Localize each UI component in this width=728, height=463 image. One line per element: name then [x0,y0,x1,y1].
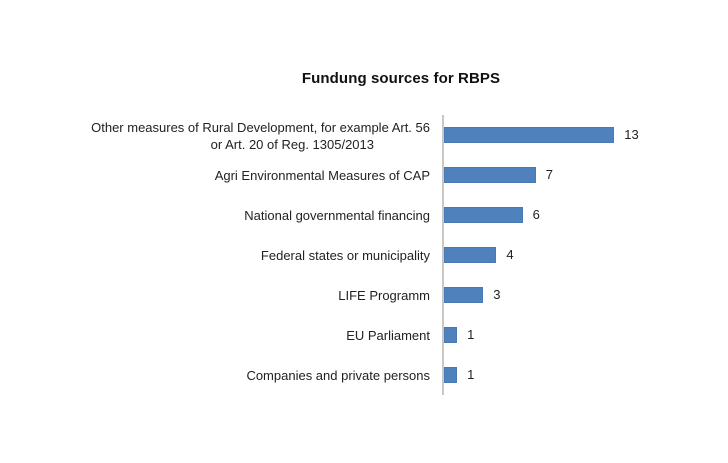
bar-label: Companies and private persons [246,368,430,383]
bar-label: EU Parliament [346,328,430,343]
bar-value-label: 3 [493,287,501,302]
bar [444,327,458,343]
bar [444,167,536,183]
bar-label: Other measures of Rural Development, for… [10,119,430,153]
bar [444,127,615,143]
bar-label: Agri Environmental Measures of CAP [214,168,430,183]
bar-row: Agri Environmental Measures of CAP 7 [0,155,728,195]
bar-label: LIFE Programm [338,288,430,303]
bar-label-line: Other measures of Rural Development, for… [91,120,430,135]
bar-value-label: 6 [532,207,540,222]
bar-value-label: 7 [545,167,553,182]
bar-row: National governmental financing 6 [0,195,728,235]
bar [444,367,458,383]
bar [444,247,497,263]
bar-value-label: 1 [467,367,475,382]
bar-label: National governmental financing [244,208,430,223]
bar-label-line: or Art. 20 of Reg. 1305/2013 [210,137,374,152]
bar-value-label: 1 [467,327,475,342]
bar-row: LIFE Programm 3 [0,275,728,315]
chart-title: Fundung sources for RBPS [0,70,728,87]
chart-title-text: Fundung sources for RBPS [301,70,501,87]
bar-label: Federal states or municipality [260,248,430,263]
bar-row: Federal states or municipality 4 [0,235,728,275]
bar-value-label: 13 [624,127,639,142]
bar-value-label: 4 [506,247,514,262]
bar-row: EU Parliament 1 [0,315,728,355]
bar-row: Companies and private persons 1 [0,355,728,395]
bar-row: Other measures of Rural Development, for… [0,115,728,155]
bar [444,207,523,223]
category-axis-line [442,115,444,395]
bar [444,287,484,303]
